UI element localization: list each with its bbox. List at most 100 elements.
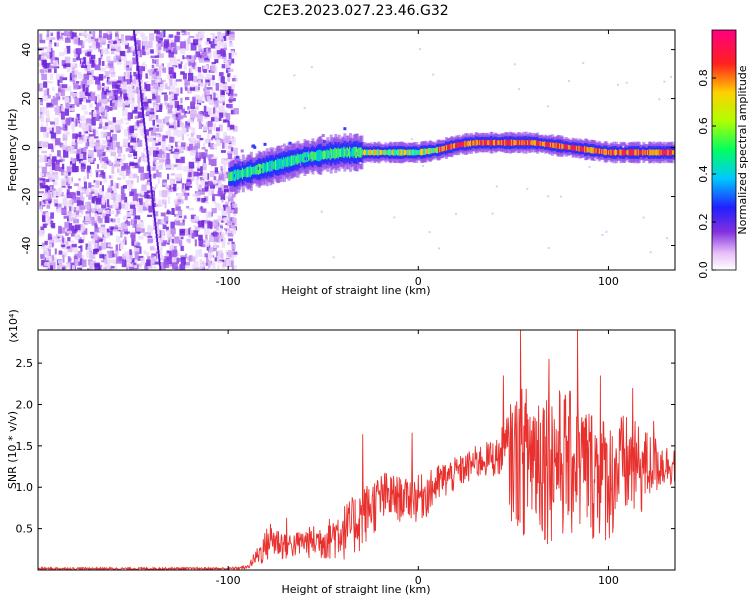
heatmap-cell (220, 253, 224, 259)
heatmap-cell (98, 73, 104, 81)
heatmap-cell (75, 118, 78, 127)
heatmap-cell (129, 92, 135, 101)
heatmap-cell (74, 76, 78, 81)
heatmap-cell (170, 244, 174, 250)
heatmap-cell (153, 125, 156, 133)
heatmap-cell (122, 40, 128, 45)
heatmap-cell (192, 96, 196, 105)
heatmap-cell (171, 261, 178, 270)
heatmap-cell (210, 41, 213, 48)
heatmap-cell (137, 93, 142, 102)
heatmap-cell (169, 99, 175, 108)
heatmap-cell (149, 147, 154, 152)
heatmap-cell (95, 171, 99, 178)
heatmap-cell (219, 33, 224, 40)
heatmap-cell (226, 90, 229, 94)
heatmap-cell (130, 89, 137, 94)
heatmap-cell (216, 110, 221, 116)
heatmap-cell (196, 166, 202, 169)
heatmap-cell (141, 110, 144, 114)
heatmap-cell (136, 175, 139, 183)
heatmap-cell (170, 73, 176, 79)
heatmap-cell (191, 127, 196, 136)
heatmap-cell (121, 193, 126, 200)
heatmap-cell (69, 30, 73, 38)
heatmap-cell (158, 262, 161, 266)
heatmap-cell (75, 210, 80, 215)
heatmap-cell (166, 86, 171, 90)
heatmap-cell (605, 230, 608, 233)
snr-y-tick-label: 2.5 (16, 357, 34, 370)
heatmap-cell (180, 237, 184, 240)
heatmap-cell (126, 94, 131, 98)
heatmap-cell (126, 211, 132, 217)
heatmap-cell (138, 166, 144, 173)
heatmap-cell (71, 71, 77, 78)
heatmap-cell (180, 142, 186, 147)
heatmap-cell (191, 233, 195, 239)
heatmap-cell (172, 249, 178, 257)
heatmap-cell (97, 215, 101, 222)
heatmap-cell (50, 212, 54, 219)
heatmap-cell (156, 169, 159, 178)
heatmap-cell (121, 231, 127, 236)
heatmap-cell (81, 186, 88, 191)
heatmap-cell (211, 232, 215, 237)
heatmap-cell (49, 239, 55, 246)
heatmap-cell (188, 143, 193, 152)
heatmap-cell (46, 114, 50, 122)
heatmap-cell (193, 171, 199, 177)
heatmap-cell (79, 226, 86, 231)
heatmap-cell (102, 212, 105, 217)
heatmap-cell (214, 167, 219, 173)
heatmap-cell (54, 248, 57, 255)
heatmap-cell (129, 249, 132, 256)
heatmap-cell (96, 236, 101, 240)
heatmap-cell (622, 145, 625, 148)
heatmap-cell (222, 215, 227, 219)
heatmap-cell (99, 118, 103, 124)
heatmap-cell (658, 98, 661, 101)
heatmap-cell (156, 75, 162, 83)
heatmap-cell (547, 195, 550, 198)
heatmap-cell (123, 215, 129, 220)
heatmap-cell (58, 225, 62, 234)
heatmap-cell (66, 45, 71, 54)
heatmap-cell (165, 130, 172, 138)
heatmap-cell (199, 82, 206, 87)
heatmap-cell (170, 173, 175, 176)
heatmap-cell (137, 102, 140, 111)
heatmap-cell (88, 134, 95, 137)
heatmap-cell (188, 161, 195, 169)
heatmap-cell (66, 166, 72, 174)
heatmap-cell (94, 263, 101, 270)
heatmap-cell (91, 60, 94, 68)
heatmap-cell (89, 31, 92, 35)
heatmap-cell (162, 79, 166, 83)
heatmap-cell (75, 140, 78, 143)
heatmap-cell (149, 182, 152, 186)
heatmap-cell (107, 243, 112, 247)
spectrogram-x-tick-label: -100 (216, 275, 241, 288)
heatmap-cell (230, 95, 234, 100)
heatmap-cell (176, 130, 183, 138)
heatmap-cell (83, 223, 88, 226)
heatmap-cell (176, 202, 182, 205)
heatmap-cell (88, 150, 94, 158)
heatmap-cell (98, 116, 102, 119)
heatmap-cell (213, 245, 217, 252)
heatmap-cell (105, 192, 108, 200)
heatmap-cell (156, 150, 160, 155)
heatmap-cell (98, 143, 103, 151)
heatmap-cell (161, 230, 166, 234)
heatmap-cell (157, 30, 161, 35)
heatmap-cell (87, 246, 93, 252)
heatmap-cell (212, 38, 216, 46)
heatmap-cell (105, 232, 111, 238)
heatmap-cell (115, 214, 119, 217)
heatmap-cell (111, 122, 116, 131)
heatmap-cell (111, 190, 114, 194)
heatmap-cell (83, 49, 87, 53)
heatmap-cell (174, 101, 180, 109)
heatmap-cell (136, 263, 142, 267)
